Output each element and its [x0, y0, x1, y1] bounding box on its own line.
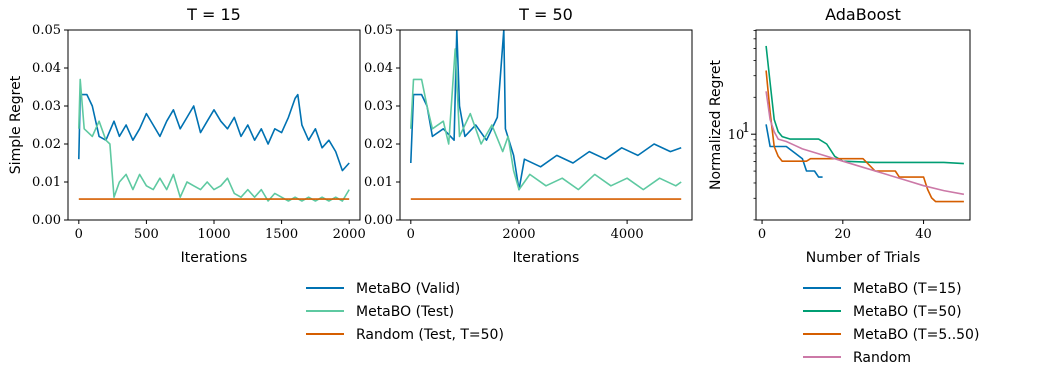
chart-adaboost: AdaBoost Number of Trials Normalized Reg…: [708, 5, 971, 266]
series-line-1-0: [410, 30, 682, 191]
x-tick-label: 4000: [611, 227, 644, 242]
y-tick-label: 0.01: [32, 175, 61, 190]
plot-frame: [755, 29, 971, 221]
legend-entry: MetaBO (Test): [356, 304, 454, 320]
legend-entry: MetaBO (T=15): [853, 281, 962, 297]
x-tick-label: 1500: [265, 227, 298, 242]
legend-entry: MetaBO (Valid): [356, 281, 460, 297]
legend-entry: MetaBO (T=5..50): [853, 327, 979, 343]
x-axis-label-t50: Iterations: [513, 250, 580, 266]
y-tick-label: 0.03: [364, 99, 393, 114]
legend-right: MetaBO (T=15) MetaBO (T=50) MetaBO (T=5..5…: [803, 281, 979, 366]
y-tick-label: 0.02: [32, 137, 61, 152]
chart-title-adaboost: AdaBoost: [825, 5, 901, 24]
series-line-2-1: [765, 45, 964, 165]
x-tick-label: 0: [407, 227, 415, 242]
chart-title-t50: T = 50: [518, 5, 573, 24]
y-tick-label: 0.05: [32, 23, 61, 38]
chart-t15: T = 15 Iterations Simple Regret 0 500 1000…: [8, 5, 366, 266]
y-tick-label: 0.04: [364, 61, 393, 76]
x-tick-label: 20: [835, 227, 852, 242]
legend-left: MetaBO (Valid) MetaBO (Test) Random (Test,…: [306, 281, 504, 343]
plot-frame: [399, 29, 693, 221]
series-line-0-1: [78, 78, 350, 202]
y-axis-label-adaboost: Normalized Regret: [708, 59, 724, 190]
series-line-2-0: [765, 124, 823, 178]
x-tick-label: 1000: [197, 227, 230, 242]
series-line-0-0: [78, 93, 350, 172]
legend-entry: Random: [853, 350, 911, 366]
x-tick-label: 2000: [333, 227, 366, 242]
series-line-2-2: [765, 70, 964, 203]
x-axis-label-adaboost: Number of Trials: [806, 250, 921, 266]
y-tick-label: 0.01: [364, 175, 393, 190]
x-tick-label: 500: [134, 227, 159, 242]
y-tick-label: 0.02: [364, 137, 393, 152]
y-tick-label: 0.05: [364, 23, 393, 38]
x-tick-label: 0: [75, 227, 83, 242]
chart-t50: T = 50 Iterations 0 2000 4000 0.00 0.01 0.02 0…: [364, 5, 693, 266]
legend-entry: Random (Test, T=50): [356, 327, 504, 343]
x-tick-label: 2000: [502, 227, 535, 242]
legend-entry: MetaBO (T=50): [853, 304, 962, 320]
y-tick-label: 10: [728, 128, 745, 143]
chart-title-t15: T = 15: [186, 5, 241, 24]
y-tick-label: 0.04: [32, 61, 61, 76]
x-tick-label: 0: [758, 227, 766, 242]
y-tick-label: 0.00: [32, 213, 61, 228]
x-axis-label-t15: Iterations: [181, 250, 248, 266]
x-tick-label: 40: [915, 227, 932, 242]
y-axis-label-t15: Simple Regret: [8, 75, 24, 174]
series-line-1-1: [410, 48, 682, 191]
y-tick-label: 0.03: [32, 99, 61, 114]
y-tick-label: 0.00: [364, 213, 393, 228]
series-line-2-3: [765, 91, 965, 196]
y-tick-label-exponent: 1: [742, 121, 750, 136]
